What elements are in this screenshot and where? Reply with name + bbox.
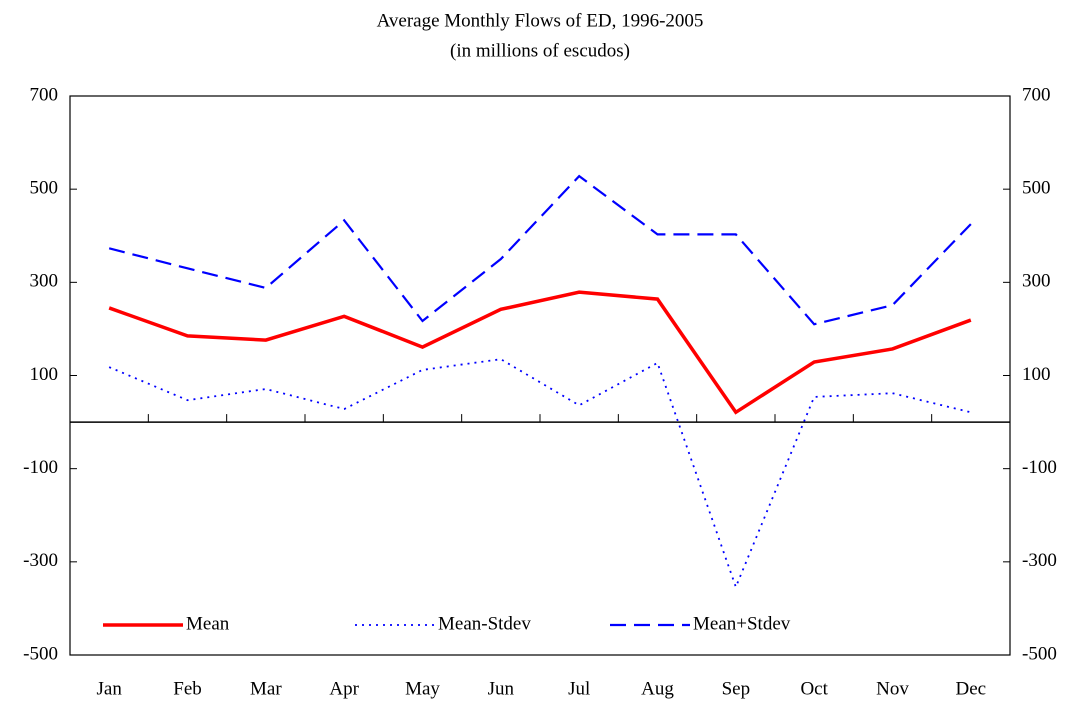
y-tick-label: -500 <box>23 643 58 664</box>
y-tick-label: 100 <box>30 364 59 385</box>
chart-title: Average Monthly Flows of ED, 1996-2005 <box>377 10 704 31</box>
x-tick-label: Nov <box>876 678 909 699</box>
x-tick-label: Jan <box>97 678 123 699</box>
y2-tick-label: 100 <box>1022 364 1051 385</box>
x-tick-label: Oct <box>800 678 828 699</box>
y-tick-label: 500 <box>30 178 59 199</box>
x-tick-label: Sep <box>722 678 751 699</box>
y-tick-label: 300 <box>30 271 59 292</box>
x-tick-label: Feb <box>173 678 202 699</box>
y2-tick-label: 300 <box>1022 271 1051 292</box>
y2-tick-label: -100 <box>1022 457 1057 478</box>
x-tick-label: Jul <box>568 678 590 699</box>
x-tick-label: Mar <box>250 678 282 699</box>
series-line <box>108 358 972 590</box>
y2-tick-label: -300 <box>1022 550 1057 571</box>
x-tick-label: May <box>405 678 440 699</box>
legend-label: Mean-Stdev <box>438 613 531 634</box>
y-tick-label: 700 <box>30 84 59 105</box>
y2-tick-label: 700 <box>1022 84 1051 105</box>
y2-tick-label: 500 <box>1022 178 1051 199</box>
plot-frame <box>69 95 1011 656</box>
x-tick-label: Jun <box>488 678 515 699</box>
y-tick-label: -100 <box>23 457 58 478</box>
legend-label: Mean <box>186 613 230 634</box>
legend-label: Mean+Stdev <box>693 613 791 634</box>
x-tick-label: Apr <box>329 678 359 699</box>
y-tick-label: -300 <box>23 550 58 571</box>
series-line <box>108 290 972 415</box>
y2-tick-label: -500 <box>1022 643 1057 664</box>
chart-subtitle: (in millions of escudos) <box>450 40 630 61</box>
x-tick-label: Aug <box>641 678 674 699</box>
series-line <box>108 174 972 326</box>
x-tick-label: Dec <box>956 678 987 699</box>
